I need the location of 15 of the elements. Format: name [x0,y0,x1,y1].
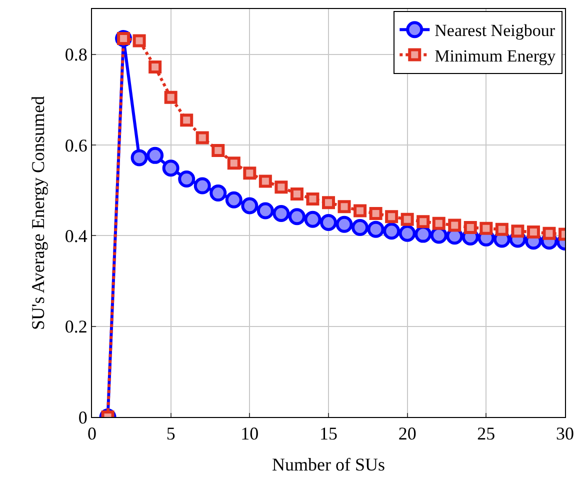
x-tick-label: 10 [240,424,259,444]
y-tick-label: 0.4 [64,226,88,246]
x-axis-title: Number of SUs [272,454,385,475]
x-tick-label: 15 [320,424,338,444]
y-tick-label: 0.2 [64,316,88,337]
x-tick-label: 25 [477,424,496,444]
x-tick-label: 5 [166,424,176,444]
x-tick-label: 20 [398,424,416,444]
legend-label: Minimum Energy [434,46,556,66]
y-tick-label: 0.6 [64,135,88,156]
y-axis-title: SU's Average Energy Consumed [28,96,48,330]
y-tick-label: 0 [78,407,88,428]
legend-label: Nearest Neigbour [434,21,556,40]
x-tick-label: 30 [556,424,574,444]
y-tick-label: 0.8 [64,44,88,65]
